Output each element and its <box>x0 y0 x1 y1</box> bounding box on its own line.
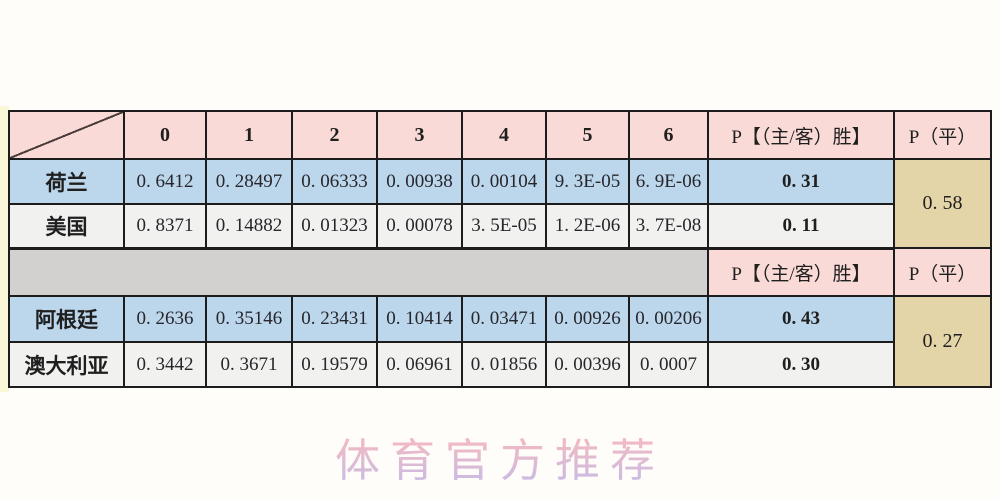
header-row: 0 1 2 3 4 5 6 P【（主/客）胜】 P（平） <box>8 110 992 160</box>
goal-probability-cell: 0. 23431 <box>291 295 378 343</box>
team-name: 澳大利亚 <box>8 341 125 388</box>
goal-probability-cell: 0. 00938 <box>376 158 463 205</box>
goal-probability-cell: 0. 00396 <box>545 341 630 388</box>
goal-probability-cell: 0. 01856 <box>461 341 547 388</box>
table-row-netherlands: 荷兰 0. 6412 0. 28497 0. 06333 0. 00938 0.… <box>8 158 992 249</box>
draw-probability-cell: 0. 58 <box>893 158 992 249</box>
goal-probability-cell: 0. 6412 <box>123 158 207 205</box>
goal-probability-cell: 0. 3442 <box>123 341 207 388</box>
goal-count-header: 5 <box>545 110 630 160</box>
goal-probability-cell: 0. 06333 <box>291 158 378 205</box>
separator-row: P【（主/客）胜】 P（平） <box>8 247 992 297</box>
separator-band <box>8 247 709 297</box>
goal-probability-cell: 0. 00206 <box>628 295 709 343</box>
diagonal-corner-cell <box>8 110 125 160</box>
goal-count-header: 6 <box>628 110 709 160</box>
poisson-probability-table: 0 1 2 3 4 5 6 P【（主/客）胜】 P（平） 荷兰 0. 6412 … <box>8 110 992 388</box>
goal-probability-cell: 0. 35146 <box>205 295 293 343</box>
goal-probability-cell: 0. 00926 <box>545 295 630 343</box>
win-probability-cell: 0. 30 <box>707 341 895 388</box>
table-row-australia: 澳大利亚 0. 3442 0. 3671 0. 19579 0. 06961 0… <box>8 341 991 388</box>
win-probability-header: P【（主/客）胜】 <box>707 110 895 160</box>
goal-probability-cell: 0. 00078 <box>376 203 463 250</box>
team-name: 阿根廷 <box>8 295 125 343</box>
goal-probability-cell: 0. 06961 <box>376 341 463 388</box>
goal-probability-cell: 0. 0007 <box>628 341 709 388</box>
watermark-text: 体育官方推荐 <box>0 424 1000 489</box>
goal-probability-cell: 0. 01323 <box>291 203 378 250</box>
draw-probability-cell: 0. 27 <box>893 295 992 388</box>
goal-probability-cell: 0. 28497 <box>205 158 293 205</box>
goal-probability-cell: 0. 03471 <box>461 295 547 343</box>
goal-count-header: 2 <box>291 110 378 160</box>
draw-probability-header: P（平） <box>893 247 992 297</box>
left-edge-strip <box>0 106 9 392</box>
table-row-usa: 美国 0. 8371 0. 14882 0. 01323 0. 00078 3.… <box>8 203 991 250</box>
goal-probability-cell: 0. 2636 <box>123 295 207 343</box>
goal-probability-cell: 1. 2E-06 <box>545 203 630 250</box>
goal-probability-cell: 0. 19579 <box>291 341 378 388</box>
goal-count-header: 4 <box>461 110 547 160</box>
win-probability-cell: 0. 43 <box>707 295 895 343</box>
goal-probability-cell: 0. 00104 <box>461 158 547 205</box>
goal-probability-cell: 6. 9E-06 <box>628 158 709 205</box>
team-name: 美国 <box>8 203 125 250</box>
table-row-argentina: 阿根廷 0. 2636 0. 35146 0. 23431 0. 10414 0… <box>8 295 992 388</box>
goal-count-header: 1 <box>205 110 293 160</box>
team-name: 荷兰 <box>8 158 125 205</box>
goal-probability-cell: 0. 14882 <box>205 203 293 250</box>
goal-probability-cell: 9. 3E-05 <box>545 158 630 205</box>
goal-probability-cell: 0. 3671 <box>205 341 293 388</box>
win-probability-header: P【（主/客）胜】 <box>707 247 895 297</box>
win-probability-cell: 0. 11 <box>707 203 895 250</box>
goal-probability-cell: 3. 5E-05 <box>461 203 547 250</box>
goal-count-header: 0 <box>123 110 207 160</box>
goal-probability-cell: 0. 8371 <box>123 203 207 250</box>
goal-probability-cell: 3. 7E-08 <box>628 203 709 250</box>
goal-count-header: 3 <box>376 110 463 160</box>
win-probability-cell: 0. 31 <box>707 158 895 205</box>
goal-probability-cell: 0. 10414 <box>376 295 463 343</box>
draw-probability-header: P（平） <box>893 110 992 160</box>
